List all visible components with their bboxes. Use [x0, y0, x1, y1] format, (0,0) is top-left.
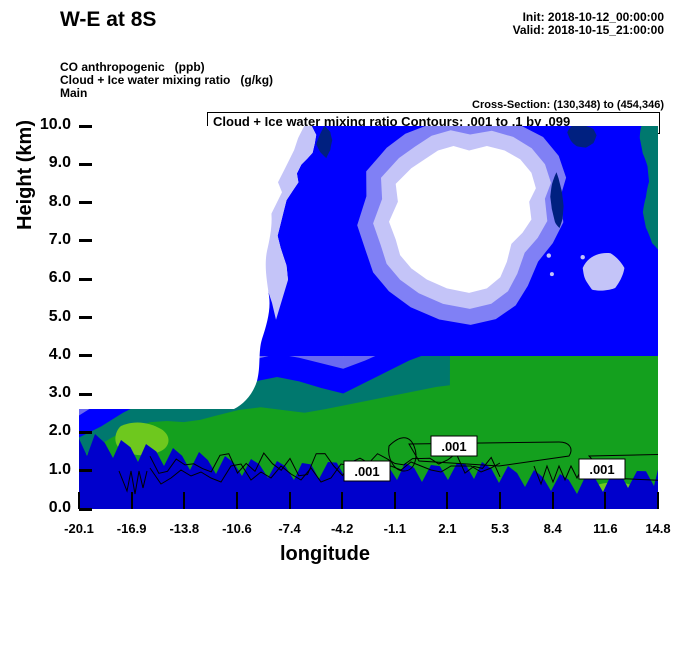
svg-text:.001: .001	[354, 464, 379, 479]
svg-text:.001: .001	[441, 439, 466, 454]
svg-text:.001: .001	[589, 462, 614, 477]
